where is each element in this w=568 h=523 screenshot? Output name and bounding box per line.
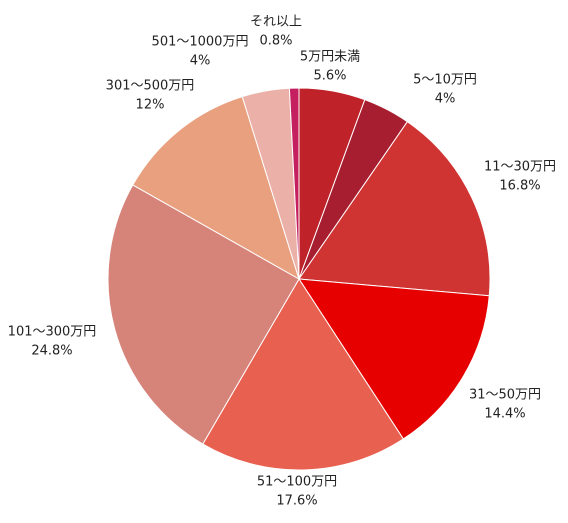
- slice-label: 5〜10万円: [413, 73, 477, 88]
- slice-label: 5万円未満: [300, 50, 360, 65]
- pie-slice: [202, 278, 405, 471]
- slice-label: 11〜30万円: [484, 160, 556, 175]
- pie-slice: [107, 184, 300, 445]
- slice-value-label: 12%: [136, 98, 165, 113]
- slice-label: 31〜50万円: [469, 388, 541, 403]
- slice-value-label: 24.8%: [31, 344, 72, 359]
- slice-value-label: 16.8%: [499, 179, 540, 194]
- pie-slice: [298, 121, 491, 297]
- slice-label: 101〜300万円: [8, 325, 97, 340]
- slice-label: 301〜500万円: [106, 79, 195, 94]
- slice-value-label: 4%: [190, 54, 211, 69]
- slice-value-label: 17.6%: [276, 494, 317, 509]
- slice-value-label: 0.8%: [259, 34, 292, 49]
- slice-label: それ以上: [250, 15, 302, 30]
- slice-value-label: 5.6%: [313, 69, 346, 84]
- pie-slice: [288, 87, 300, 280]
- pie-slice: [298, 278, 490, 440]
- slice-label: 501〜1000万円: [152, 35, 249, 50]
- pie-slice: [132, 95, 300, 281]
- slice-value-label: 4%: [435, 92, 456, 107]
- slice-value-label: 14.4%: [484, 407, 525, 422]
- slice-label: 51〜100万円: [257, 475, 337, 490]
